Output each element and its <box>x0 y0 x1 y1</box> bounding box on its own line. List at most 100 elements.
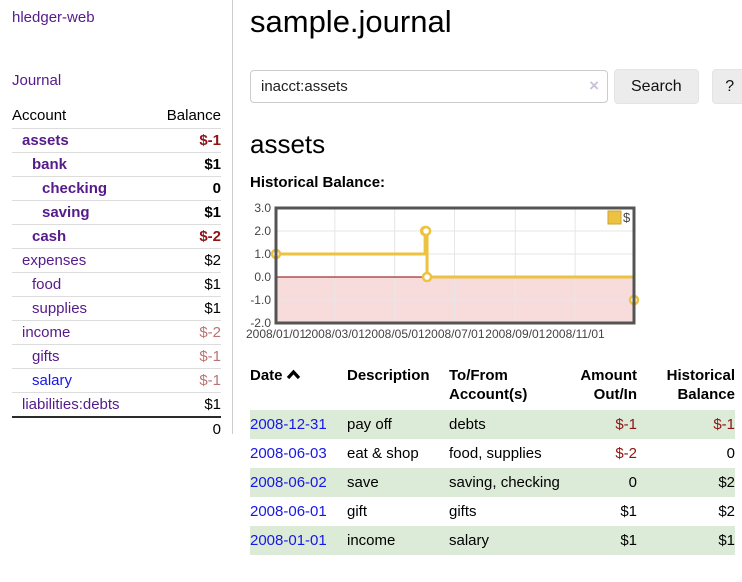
register-header-amount: Amount Out/In <box>580 367 637 403</box>
account-row-expenses: expenses $2 <box>12 248 221 273</box>
transaction-amount: $1 <box>620 532 637 549</box>
account-balance: $-2 <box>199 228 221 245</box>
svg-text:2008/09/01: 2008/09/01 <box>485 327 545 341</box>
journal-link[interactable]: Journal <box>12 72 62 89</box>
transaction-balance: 0 <box>726 445 735 462</box>
accounts-total-spacer <box>12 416 151 441</box>
svg-text:0.0: 0.0 <box>254 270 271 284</box>
account-link-assets[interactable]: assets <box>22 132 69 149</box>
register-header-accounts: To/From Account(s) <box>449 367 528 403</box>
svg-text:2008/01/01: 2008/01/01 <box>246 327 306 341</box>
transaction-date-link[interactable]: 2008-01-01 <box>250 532 327 549</box>
svg-text:3.0: 3.0 <box>254 201 271 215</box>
account-row-assets: assets $-1 <box>12 128 221 153</box>
nav-journal: Journal <box>12 72 221 89</box>
transaction-date-link[interactable]: 2008-06-02 <box>250 474 327 491</box>
account-link-liabilities-debts[interactable]: liabilities:debts <box>22 396 120 413</box>
register-row: 2008-12-31 pay off debts $-1 $-1 <box>250 410 735 439</box>
svg-text:-1.0: -1.0 <box>250 293 271 307</box>
transaction-amount: 0 <box>628 474 637 491</box>
svg-text:$: $ <box>623 210 631 225</box>
register-header-row: Date Description To/From Account(s) Amou… <box>250 364 735 410</box>
transaction-amount: $-2 <box>615 445 637 462</box>
transaction-description: save <box>347 474 379 491</box>
svg-text:-2.0: -2.0 <box>250 316 271 330</box>
svg-text:2.0: 2.0 <box>254 224 271 238</box>
transaction-date-link[interactable]: 2008-06-03 <box>250 445 327 462</box>
account-link-expenses[interactable]: expenses <box>22 252 87 269</box>
register-header-balance: Historical Balance <box>666 367 735 403</box>
register-row: 2008-06-03 eat & shop food, supplies $-2… <box>250 439 735 468</box>
account-balance: $-1 <box>199 348 221 365</box>
account-link-checking[interactable]: checking <box>42 180 108 197</box>
transaction-accounts: debts <box>449 416 486 433</box>
account-row-cash: cash $-2 <box>12 224 221 249</box>
transaction-description: income <box>347 532 396 549</box>
accounts-table: Account Balance assets $-1 bank $1 check… <box>12 106 221 441</box>
register-row: 2008-06-02 save saving, checking 0 $2 <box>250 468 735 497</box>
account-row-food: food $1 <box>12 272 221 297</box>
clear-search-icon[interactable]: × <box>589 76 599 95</box>
page-title: sample.journal <box>250 4 452 39</box>
transaction-balance: $1 <box>718 532 735 549</box>
account-link-salary[interactable]: salary <box>32 372 73 389</box>
svg-text:1.0: 1.0 <box>254 247 271 261</box>
register-row: 2008-01-01 income salary $1 $1 <box>250 526 735 555</box>
transaction-accounts: saving, checking <box>449 474 560 491</box>
historical-balance-chart: $3.0 2.0 1.0 0.0 -1.0 -2.02008/01/012008/03/0… <box>246 201 640 341</box>
account-link-income[interactable]: income <box>22 324 71 341</box>
accounts-total-row: 0 <box>12 416 221 441</box>
brand: hledger-web <box>12 9 221 26</box>
app: hledger-web Journal Account Balance asse… <box>0 0 742 555</box>
transaction-amount: $1 <box>620 503 637 520</box>
account-row-checking: checking 0 <box>12 176 221 201</box>
accounts-header-balance: Balance <box>166 107 221 124</box>
transaction-amount: $-1 <box>615 416 637 433</box>
search-input[interactable] <box>250 70 608 103</box>
search-bar: × Search ? <box>250 69 742 104</box>
account-link-saving[interactable]: saving <box>42 204 90 221</box>
account-balance: 0 <box>212 180 221 197</box>
search-button[interactable]: Search <box>614 69 699 104</box>
register-header-description: Description <box>347 367 430 384</box>
svg-text:2008/07/01: 2008/07/01 <box>424 327 484 341</box>
section-title: assets <box>250 129 326 159</box>
account-balance: $-1 <box>199 132 221 149</box>
transaction-description: eat & shop <box>347 445 419 462</box>
account-link-bank[interactable]: bank <box>32 156 68 173</box>
account-balance: $1 <box>204 396 221 413</box>
account-balance: $-2 <box>199 324 221 341</box>
sort-caret-up-icon <box>286 366 301 385</box>
account-row-income: income $-2 <box>12 320 221 345</box>
account-balance: $1 <box>204 276 221 293</box>
transaction-accounts: salary <box>449 532 490 549</box>
transaction-date-link[interactable]: 2008-12-31 <box>250 416 327 433</box>
register-row: 2008-06-01 gift gifts $1 $2 <box>250 497 735 526</box>
accounts-header-account: Account <box>12 107 67 124</box>
account-row-salary: salary $-1 <box>12 368 221 393</box>
svg-text:2008/03/01: 2008/03/01 <box>305 327 365 341</box>
transaction-accounts: gifts <box>449 503 477 520</box>
account-row-saving: saving $1 <box>12 200 221 225</box>
account-row-bank: bank $1 <box>12 152 221 177</box>
account-link-gifts[interactable]: gifts <box>32 348 60 365</box>
account-balance: $2 <box>204 252 221 269</box>
sidebar: hledger-web Journal Account Balance asse… <box>0 0 233 441</box>
account-balance: $1 <box>204 300 221 317</box>
account-link-supplies[interactable]: supplies <box>32 300 88 317</box>
chart-label: Historical Balance: <box>250 174 386 191</box>
transaction-date-link[interactable]: 2008-06-01 <box>250 503 327 520</box>
transaction-description: gift <box>347 503 368 520</box>
help-button[interactable]: ? <box>711 69 742 104</box>
svg-text:2008/11/01: 2008/11/01 <box>546 327 605 341</box>
account-row-liabilities-debts: liabilities:debts $1 <box>12 392 221 418</box>
register-table: Date Description To/From Account(s) Amou… <box>250 364 735 555</box>
register-header-date[interactable]: Date <box>250 364 347 410</box>
account-row-gifts: gifts $-1 <box>12 344 221 369</box>
account-link-food[interactable]: food <box>32 276 62 293</box>
svg-text:2008/05/01: 2008/05/01 <box>365 327 425 341</box>
account-link-cash[interactable]: cash <box>32 228 67 245</box>
accounts-total: 0 <box>150 416 221 441</box>
account-balance: $1 <box>204 156 221 173</box>
brand-link[interactable]: hledger-web <box>12 9 95 26</box>
